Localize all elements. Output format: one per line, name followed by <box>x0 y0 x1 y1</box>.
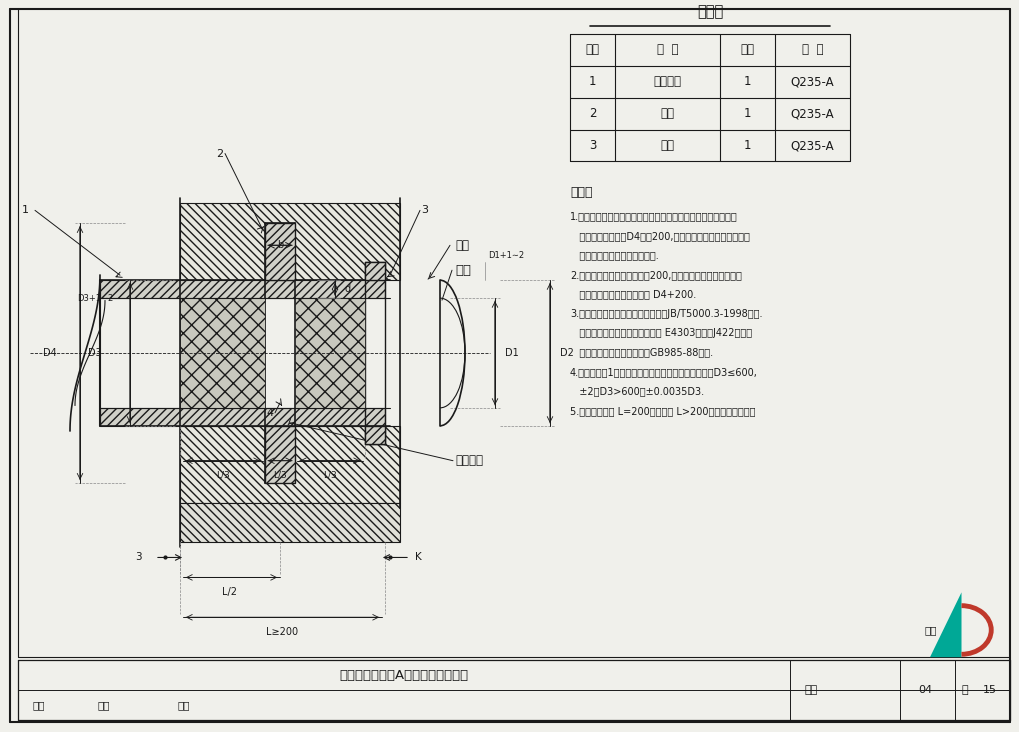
Text: 材  料: 材 料 <box>801 43 822 56</box>
Text: 校对: 校对 <box>98 700 110 710</box>
Polygon shape <box>265 426 294 482</box>
Polygon shape <box>294 298 365 408</box>
Text: d: d <box>344 284 351 294</box>
Text: 钢制套管: 钢制套管 <box>653 75 681 88</box>
Text: 1: 1 <box>588 75 596 88</box>
Polygon shape <box>179 203 399 280</box>
Text: 页: 页 <box>961 685 967 695</box>
Text: 材料表: 材料表 <box>696 4 722 19</box>
Polygon shape <box>365 426 384 444</box>
Text: 3: 3 <box>135 553 142 562</box>
Text: 1: 1 <box>21 206 29 215</box>
Text: K: K <box>415 553 421 562</box>
Text: D1+1∼2: D1+1∼2 <box>487 251 524 261</box>
Text: 1: 1 <box>743 107 751 120</box>
Text: 1: 1 <box>743 75 751 88</box>
Text: 审核: 审核 <box>33 700 46 710</box>
Text: 3.焊接结构尺寸公差与形位公差按照JB/T5000.3-1998执行.: 3.焊接结构尺寸公差与形位公差按照JB/T5000.3-1998执行. <box>570 309 762 318</box>
Text: 序号: 序号 <box>585 43 599 56</box>
Polygon shape <box>365 262 384 280</box>
Text: Q235-A: Q235-A <box>790 75 834 88</box>
Text: 3: 3 <box>421 206 428 215</box>
Polygon shape <box>265 223 294 280</box>
Text: 说明：: 说明： <box>570 187 592 199</box>
Text: 15: 15 <box>982 685 996 695</box>
Text: 图集: 图集 <box>804 685 817 695</box>
Text: ±2，D3>600，±0.0035D3.: ±2，D3>600，±0.0035D3. <box>570 386 703 397</box>
Text: 刚性防水套管（A型）安装图（一）: 刚性防水套管（A型）安装图（一） <box>339 668 468 681</box>
Text: 坡口的基本形式与尺寸按照GB985-88执行.: 坡口的基本形式与尺寸按照GB985-88执行. <box>570 348 712 357</box>
Text: Q235-A: Q235-A <box>790 107 834 120</box>
Text: 设计: 设计 <box>178 700 191 710</box>
Text: L/3: L/3 <box>216 471 229 479</box>
Text: 1.套管穿墙处如遇非混凝土墙壁时，应改用混凝土墙壁，其浇注: 1.套管穿墙处如遇非混凝土墙壁时，应改用混凝土墙壁，其浇注 <box>570 212 737 221</box>
Polygon shape <box>100 408 384 426</box>
Polygon shape <box>179 426 399 503</box>
Text: 04: 04 <box>917 685 931 695</box>
Polygon shape <box>100 280 384 298</box>
Text: 石棉水泥: 石棉水泥 <box>454 455 483 467</box>
Polygon shape <box>929 592 961 657</box>
Text: 厚．加厚部分的直径至少为 D4+200.: 厚．加厚部分的直径至少为 D4+200. <box>570 289 696 299</box>
Text: 4: 4 <box>266 408 273 418</box>
Text: 1: 1 <box>743 139 751 152</box>
Text: 2.穿管处混凝土墙厚应不小于200,否则应使墙壁一边或两边加: 2.穿管处混凝土墙厚应不小于200,否则应使墙壁一边或两边加 <box>570 269 741 280</box>
Text: 名  称: 名 称 <box>656 43 678 56</box>
Polygon shape <box>179 298 265 408</box>
Text: L/3: L/3 <box>273 471 286 479</box>
Polygon shape <box>179 503 399 542</box>
Text: D2: D2 <box>559 348 574 358</box>
Text: Q235-A: Q235-A <box>790 139 834 152</box>
Text: D4: D4 <box>43 348 57 358</box>
Text: 2: 2 <box>588 107 596 120</box>
Text: 4.当套管（件1）采用卷制成型时，周长允许偏差为：D3≤600,: 4.当套管（件1）采用卷制成型时，周长允许偏差为：D3≤600, <box>570 367 757 377</box>
Text: 内．套管内的填料应紧密搞实.: 内．套管内的填料应紧密搞实. <box>570 250 658 261</box>
Text: D1: D1 <box>504 348 519 358</box>
Text: 钢管: 钢管 <box>454 264 471 277</box>
Text: 2: 2 <box>216 149 223 159</box>
Text: 5.套管的重量以 L=200计算，当 L>200时，应另行计算。: 5.套管的重量以 L=200计算，当 L>200时，应另行计算。 <box>570 406 755 416</box>
Text: D3+1∼2: D3+1∼2 <box>76 294 113 303</box>
Text: L≥200: L≥200 <box>266 627 299 638</box>
Text: 3: 3 <box>588 139 595 152</box>
Text: 奥凡: 奥凡 <box>924 625 936 635</box>
Text: L/2: L/2 <box>222 587 237 597</box>
Text: 数量: 数量 <box>740 43 754 56</box>
Text: 焊接采用手工电弧焊，焊条型号 E4303，牌号J422．焊缝: 焊接采用手工电弧焊，焊条型号 E4303，牌号J422．焊缝 <box>570 328 751 338</box>
Text: 油麻: 油麻 <box>454 239 469 252</box>
Text: 挡圈: 挡圈 <box>660 139 674 152</box>
Text: D3: D3 <box>88 348 102 358</box>
Text: b: b <box>276 240 283 250</box>
Text: 翼环: 翼环 <box>660 107 674 120</box>
Text: L/3: L/3 <box>323 471 336 479</box>
Text: 围应比翼环直径（D4）大200,而且必须将套管一次浇固于墙: 围应比翼环直径（D4）大200,而且必须将套管一次浇固于墙 <box>570 231 749 241</box>
